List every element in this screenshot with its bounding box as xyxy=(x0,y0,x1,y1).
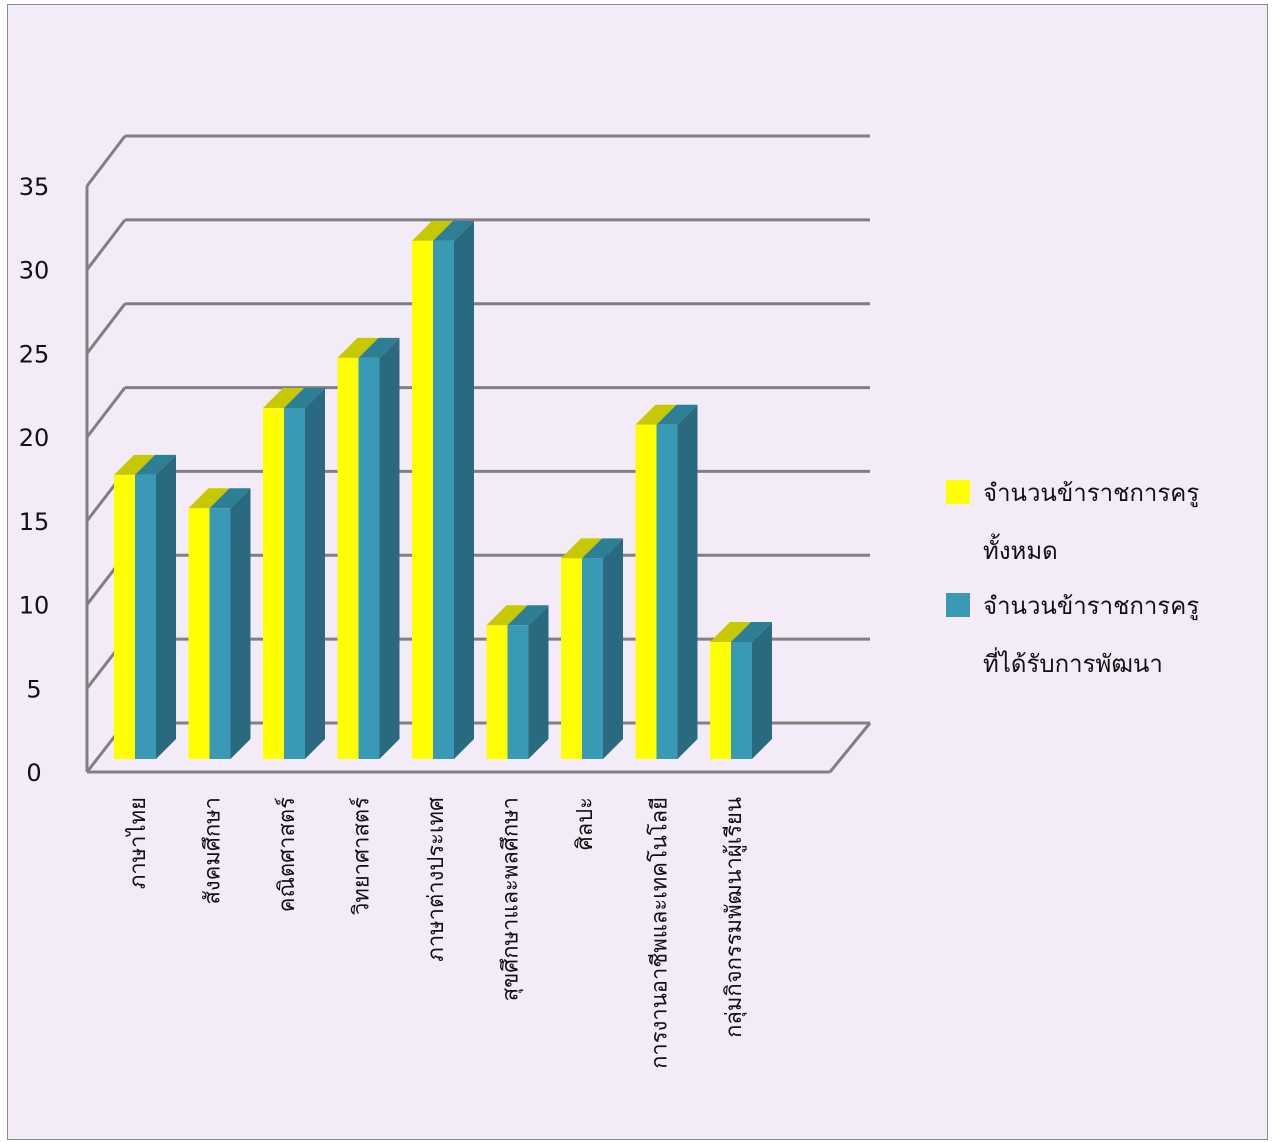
x-category-label: ภาษาไทย xyxy=(125,797,151,889)
bar-series-2 xyxy=(358,357,380,759)
bar-top-face-series-2 xyxy=(284,388,325,408)
bar-top-face-series-1 xyxy=(412,220,453,241)
bar-series-1 xyxy=(412,240,433,759)
bar-top-face-series-1 xyxy=(486,605,528,626)
bar-top-face-series-2 xyxy=(582,538,623,559)
x-axis-floor-side xyxy=(828,722,872,773)
chart-frame: 0 5 10 15 20 25 30 35 ภาษาไทย สังคมศึกษา คณิตศาสต… xyxy=(7,4,1268,1140)
legend-swatch xyxy=(946,480,970,504)
bar-series-2 xyxy=(582,558,603,759)
y-tick-label: 0 xyxy=(26,759,41,787)
x-category-label: สุขศึกษาและพลศึกษา xyxy=(499,797,524,1001)
legend-label: ทั้งหมด xyxy=(983,533,1058,565)
bar-series-1 xyxy=(710,642,731,759)
bar-side-face xyxy=(379,337,400,759)
bar-side-face xyxy=(230,488,251,759)
bar-top-face-series-2 xyxy=(358,337,400,358)
bar-series-1 xyxy=(337,357,359,759)
y-tick-label: 30 xyxy=(19,257,50,285)
bar-series-1 xyxy=(561,558,582,759)
bar-top-face-series-1 xyxy=(263,388,304,408)
bar-series-1 xyxy=(486,625,508,759)
grid-side-line xyxy=(85,135,127,187)
bar-top-face-series-1 xyxy=(710,622,751,642)
x-category-label: การงานอาชีพและเทคโนโลยี xyxy=(647,797,673,1069)
bar-side-face xyxy=(528,605,549,759)
x-category-label: ศิลปะ xyxy=(573,797,598,850)
bar-series-2 xyxy=(284,408,305,759)
bar-series-1 xyxy=(114,474,135,759)
grid-side-line xyxy=(85,302,127,355)
bar-top-face-series-1 xyxy=(635,404,677,425)
bar-side-face xyxy=(677,404,698,759)
y-tick-label: 25 xyxy=(19,340,50,368)
legend-label: ที่ได้รับการพัฒนา xyxy=(983,647,1163,678)
bar-top-face-series-2 xyxy=(507,605,549,626)
y-tick-label: 10 xyxy=(19,592,50,620)
bar-top-face-series-2 xyxy=(135,454,176,475)
y-tick-label: 5 xyxy=(26,675,41,703)
x-category-label: สังคมศึกษา xyxy=(201,797,226,905)
legend-swatch xyxy=(946,593,970,617)
bar-side-face xyxy=(603,538,623,759)
bar-top-face-series-1 xyxy=(561,538,602,559)
bar-series-1 xyxy=(635,424,657,759)
bar-series-2 xyxy=(656,424,678,759)
x-category-label: คณิตศาสตร์ xyxy=(275,797,300,912)
bar-side-face xyxy=(752,622,772,759)
bar-series-2 xyxy=(433,240,454,759)
bar-top-face-series-2 xyxy=(433,220,474,241)
bar-side-face xyxy=(305,388,325,759)
y-axis-ticks: 0 5 10 15 20 25 30 35 xyxy=(19,173,50,787)
bar-top-face-series-1 xyxy=(337,337,379,358)
x-category-label: ภาษาต่างประเทศ xyxy=(424,797,449,962)
x-axis-labels: ภาษาไทย สังคมศึกษา คณิตศาสตร์ วิทยาศาสตร์ ภา… xyxy=(125,797,747,1069)
y-tick-label: 35 xyxy=(19,173,50,201)
bar-series-1 xyxy=(263,408,284,759)
bar-side-face xyxy=(454,220,474,759)
legend-label: จำนวนข้าราชการครู xyxy=(983,479,1199,508)
bar-top-face-series-2 xyxy=(656,404,698,425)
bar-top-face-series-2 xyxy=(209,488,251,509)
y-tick-label: 15 xyxy=(19,508,50,536)
legend: จำนวนข้าราชการครูทั้งหมดจำนวนข้าราชการคร… xyxy=(946,479,1199,678)
x-category-label: กลุ่มกิจกรรมพัฒนาผู้เรียน xyxy=(722,797,747,1038)
grid-side-line xyxy=(85,218,127,271)
y-tick-label: 20 xyxy=(19,424,50,452)
bar-series-2 xyxy=(731,642,752,759)
bar-series-2 xyxy=(209,508,231,759)
bar-series-2 xyxy=(135,474,156,759)
bar-layer xyxy=(114,220,772,759)
x-category-label: วิทยาศาสตร์ xyxy=(350,797,375,916)
bar-chart: 0 5 10 15 20 25 30 35 ภาษาไทย สังคมศึกษา คณิตศาสต… xyxy=(19,134,1199,1069)
grid-side-line xyxy=(85,386,127,439)
bar-top-face-series-1 xyxy=(188,488,230,509)
bar-side-face xyxy=(156,454,176,759)
legend-label: จำนวนข้าราชการครู xyxy=(983,592,1199,621)
bar-top-face-series-2 xyxy=(731,622,772,642)
bar-top-face-series-1 xyxy=(114,454,155,475)
bar-series-2 xyxy=(507,625,529,759)
bar-series-1 xyxy=(188,508,210,759)
